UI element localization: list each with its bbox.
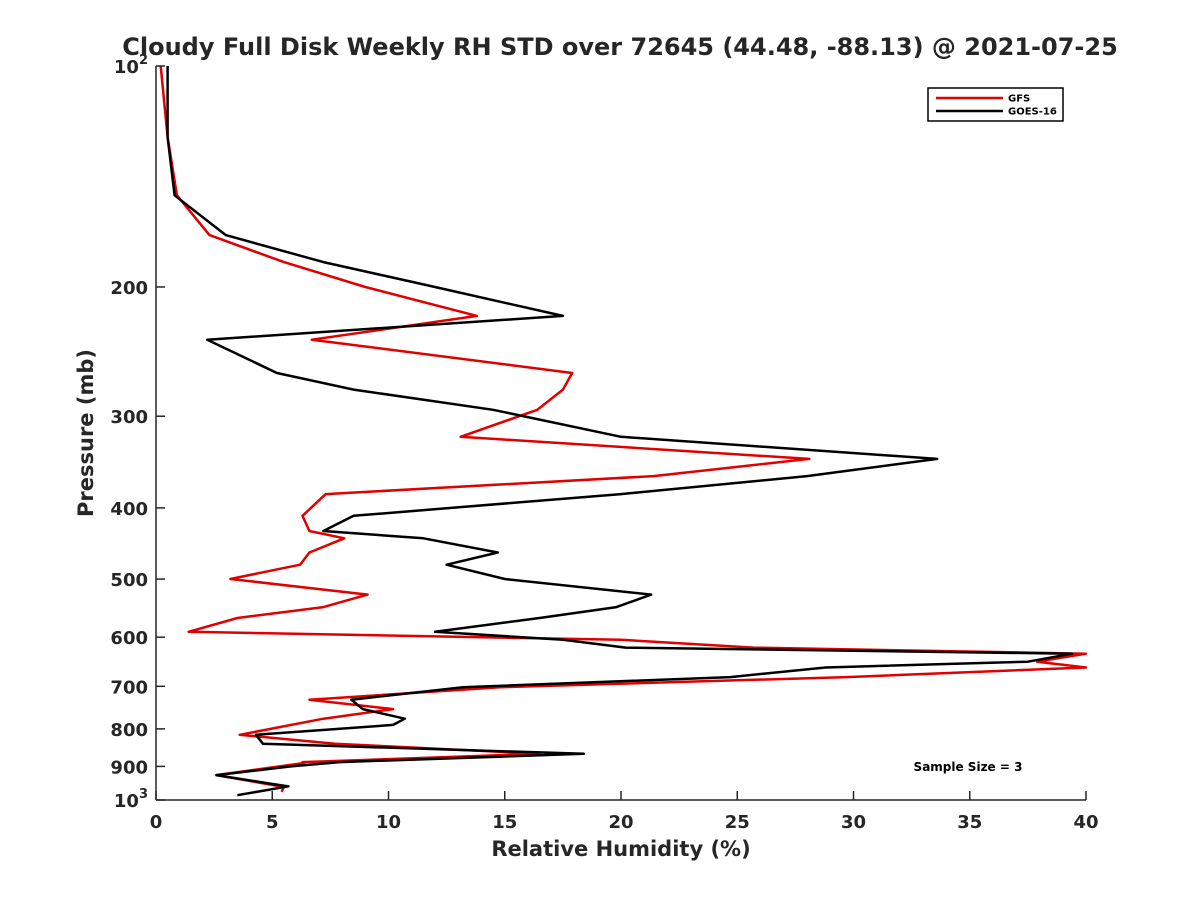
y-tick-label: 103 — [114, 787, 148, 812]
x-tick-label: 30 — [841, 812, 866, 833]
x-tick-label: 5 — [266, 812, 279, 833]
y-tick-label: 102 — [114, 53, 148, 78]
y-tick-label: 900 — [110, 757, 148, 778]
x-tick-label: 10 — [376, 812, 401, 833]
y-axis-label: Pressure (mb) — [74, 349, 98, 517]
x-axis-label: Relative Humidity (%) — [491, 837, 750, 861]
legend-label-goes16: GOES-16 — [1008, 107, 1057, 118]
x-tick-label: 25 — [725, 812, 750, 833]
legend-box — [927, 87, 1064, 122]
y-tick-label: 700 — [110, 677, 148, 698]
y-tick-label: 600 — [110, 628, 148, 649]
y-tick-label: 500 — [110, 570, 148, 591]
legend: GFS GOES-16 — [927, 87, 1064, 122]
x-tick-label: 0 — [150, 812, 163, 833]
chart-title: Cloudy Full Disk Weekly RH STD over 7264… — [122, 33, 1118, 61]
series-layer — [159, 65, 1088, 797]
x-tick-label: 20 — [608, 812, 633, 833]
y-tick-label: 800 — [110, 720, 148, 741]
x-tick-label: 35 — [957, 812, 982, 833]
y-tick-label: 300 — [110, 407, 148, 428]
series-line-goes16 — [166, 66, 1074, 797]
legend-label-gfs: GFS — [1008, 94, 1030, 105]
axis-layer: 0 5 10 15 20 25 30 35 40 102 200 300 400 500 600 700 800… — [110, 53, 1098, 833]
x-tick-label: 40 — [1073, 812, 1098, 833]
y-tick-label: 400 — [110, 499, 148, 520]
x-tick-label: 15 — [492, 812, 517, 833]
sample-size-annotation: Sample Size = 3 — [914, 760, 1023, 774]
series-line-gfs — [159, 65, 1088, 793]
y-tick-label: 200 — [110, 278, 148, 299]
